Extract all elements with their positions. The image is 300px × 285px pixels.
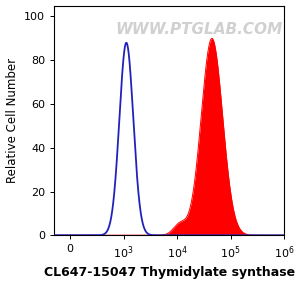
Y-axis label: Relative Cell Number: Relative Cell Number xyxy=(6,58,19,183)
X-axis label: CL647-15047 Thymidylate synthase: CL647-15047 Thymidylate synthase xyxy=(44,266,295,280)
Text: WWW.PTGLAB.COM: WWW.PTGLAB.COM xyxy=(116,22,283,37)
